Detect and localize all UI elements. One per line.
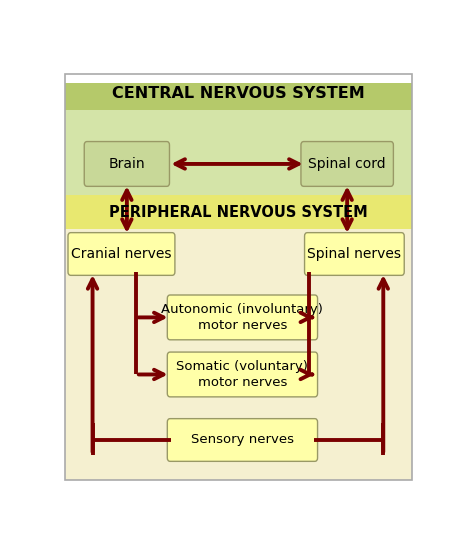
- FancyBboxPatch shape: [167, 419, 317, 461]
- Text: Somatic (voluntary)
motor nerves: Somatic (voluntary) motor nerves: [177, 360, 308, 389]
- Text: Spinal cord: Spinal cord: [308, 157, 386, 171]
- Text: Spinal nerves: Spinal nerves: [308, 247, 401, 261]
- Bar: [65, 228, 412, 480]
- Text: PERIPHERAL NERVOUS SYSTEM: PERIPHERAL NERVOUS SYSTEM: [110, 205, 368, 221]
- Text: Brain: Brain: [109, 157, 145, 171]
- Bar: [65, 110, 412, 195]
- FancyBboxPatch shape: [167, 295, 317, 340]
- FancyBboxPatch shape: [301, 142, 393, 186]
- FancyBboxPatch shape: [305, 233, 404, 276]
- FancyBboxPatch shape: [84, 142, 170, 186]
- Text: CENTRAL NERVOUS SYSTEM: CENTRAL NERVOUS SYSTEM: [112, 86, 365, 101]
- Text: Autonomic (involuntary)
motor nerves: Autonomic (involuntary) motor nerves: [162, 303, 323, 332]
- Text: Sensory nerves: Sensory nerves: [191, 434, 294, 446]
- Bar: [65, 195, 412, 228]
- FancyBboxPatch shape: [167, 352, 317, 397]
- Text: Cranial nerves: Cranial nerves: [71, 247, 171, 261]
- FancyBboxPatch shape: [68, 233, 175, 276]
- Bar: [65, 83, 412, 110]
